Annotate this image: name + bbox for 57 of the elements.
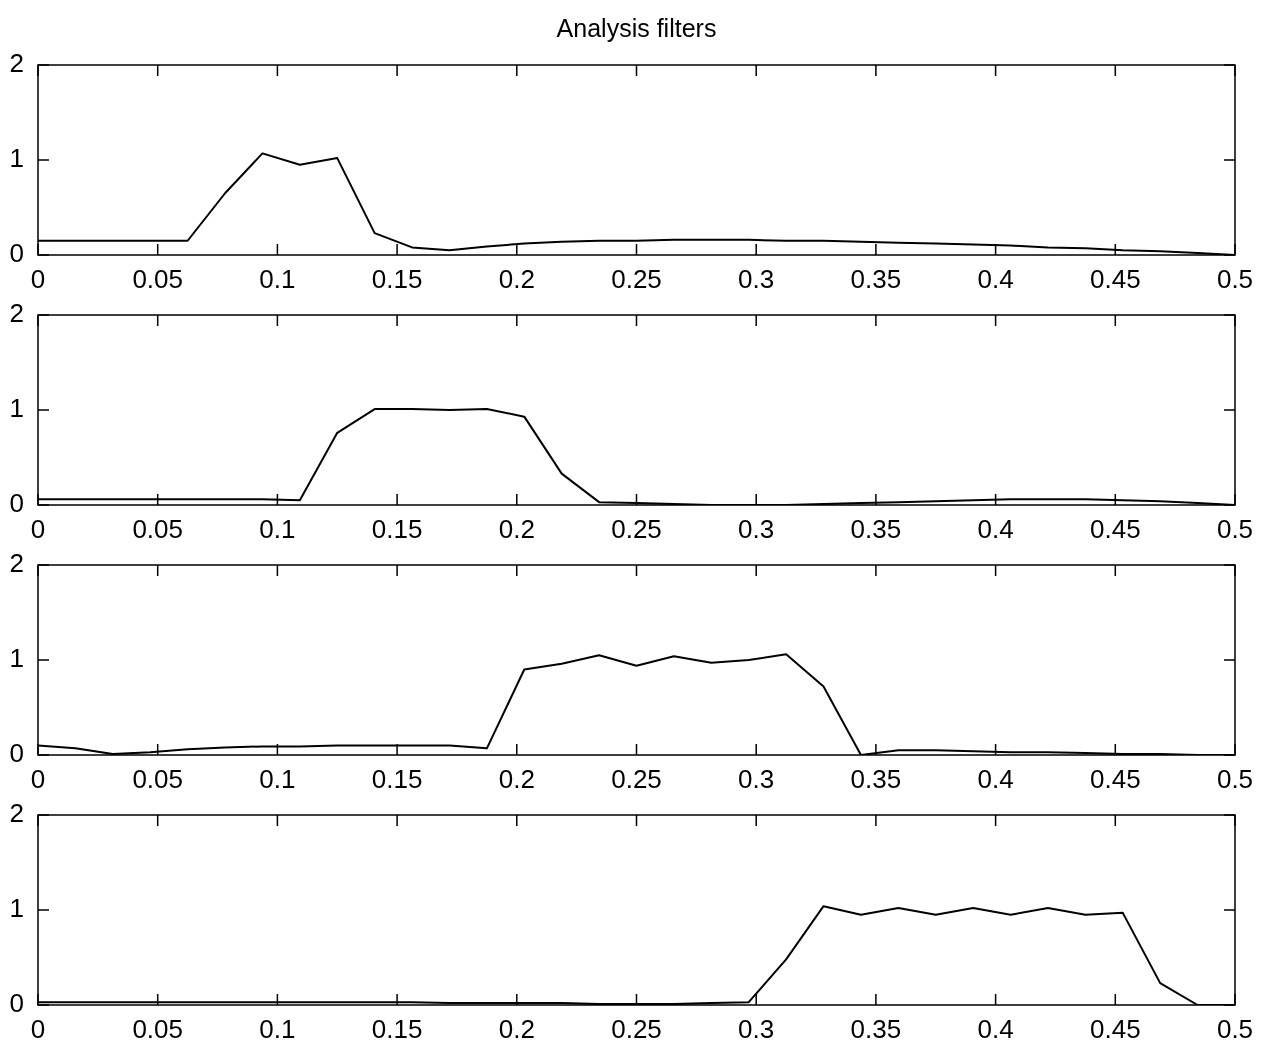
- x-tick-label: 0: [30, 263, 46, 294]
- x-tick-label: 0.1: [259, 263, 296, 294]
- y-tick-label: 2: [9, 548, 24, 579]
- y-tick-label: 2: [9, 298, 24, 329]
- y-tick-label: 2: [9, 48, 24, 79]
- x-tick-label: 0.15: [371, 513, 423, 544]
- x-tick-label: 0.3: [738, 263, 775, 294]
- x-tick-label: 0.3: [738, 1013, 775, 1044]
- x-tick-label: 0.35: [850, 513, 902, 544]
- x-tick-label: 0.1: [259, 513, 296, 544]
- x-tick-label: 0.2: [498, 1013, 535, 1044]
- y-tick-label: 0: [9, 238, 24, 269]
- x-tick-label: 0.2: [498, 513, 535, 544]
- x-tick-label: 0.25: [611, 1013, 662, 1044]
- x-tick-label: 0.45: [1090, 513, 1141, 544]
- x-tick-label: 0: [30, 513, 46, 544]
- y-tick-label: 1: [9, 143, 24, 174]
- x-tick-label: 0.35: [850, 1013, 902, 1044]
- x-tick-label: 0.45: [1090, 1013, 1141, 1044]
- x-tick-label: 0.4: [977, 513, 1014, 544]
- x-tick-label: 0.05: [132, 1013, 183, 1044]
- x-tick-label: 0: [30, 763, 46, 794]
- x-tick-label: 0.5: [1216, 763, 1254, 794]
- y-tick-label: 2: [9, 798, 24, 829]
- x-tick-label: 0.3: [738, 513, 775, 544]
- y-tick-label: 0: [9, 988, 24, 1019]
- x-tick-label: 0.1: [259, 1013, 296, 1044]
- x-tick-label: 0.05: [132, 513, 183, 544]
- x-tick-label: 0.45: [1090, 763, 1141, 794]
- x-tick-label: 0.5: [1216, 1013, 1254, 1044]
- x-tick-label: 0.15: [371, 263, 423, 294]
- x-tick-label: 0.5: [1216, 513, 1254, 544]
- x-tick-label: 0.15: [371, 1013, 423, 1044]
- x-tick-label: 0.25: [611, 513, 662, 544]
- x-tick-label: 0.2: [498, 763, 535, 794]
- x-tick-label: 0.25: [611, 763, 662, 794]
- x-tick-label: 0.45: [1090, 263, 1141, 294]
- x-tick-label: 0.35: [850, 263, 902, 294]
- x-tick-label: 0.5: [1216, 263, 1254, 294]
- chart-title: Analysis filters: [555, 14, 718, 43]
- x-tick-label: 0.05: [132, 263, 183, 294]
- x-tick-label: 0.3: [738, 763, 775, 794]
- x-tick-label: 0.4: [977, 763, 1014, 794]
- x-tick-label: 0: [30, 1013, 46, 1044]
- x-tick-label: 0.4: [977, 1013, 1014, 1044]
- x-tick-label: 0.25: [611, 263, 662, 294]
- x-tick-label: 0.15: [371, 763, 423, 794]
- y-tick-label: 0: [9, 738, 24, 769]
- y-tick-label: 1: [9, 643, 24, 674]
- y-tick-label: 1: [9, 393, 24, 424]
- x-tick-label: 0.2: [498, 263, 535, 294]
- x-tick-label: 0.4: [977, 263, 1014, 294]
- x-tick-label: 0.1: [259, 763, 296, 794]
- x-tick-label: 0.35: [850, 763, 902, 794]
- y-tick-label: 0: [9, 488, 24, 519]
- x-tick-label: 0.05: [132, 763, 183, 794]
- y-tick-label: 1: [9, 893, 24, 924]
